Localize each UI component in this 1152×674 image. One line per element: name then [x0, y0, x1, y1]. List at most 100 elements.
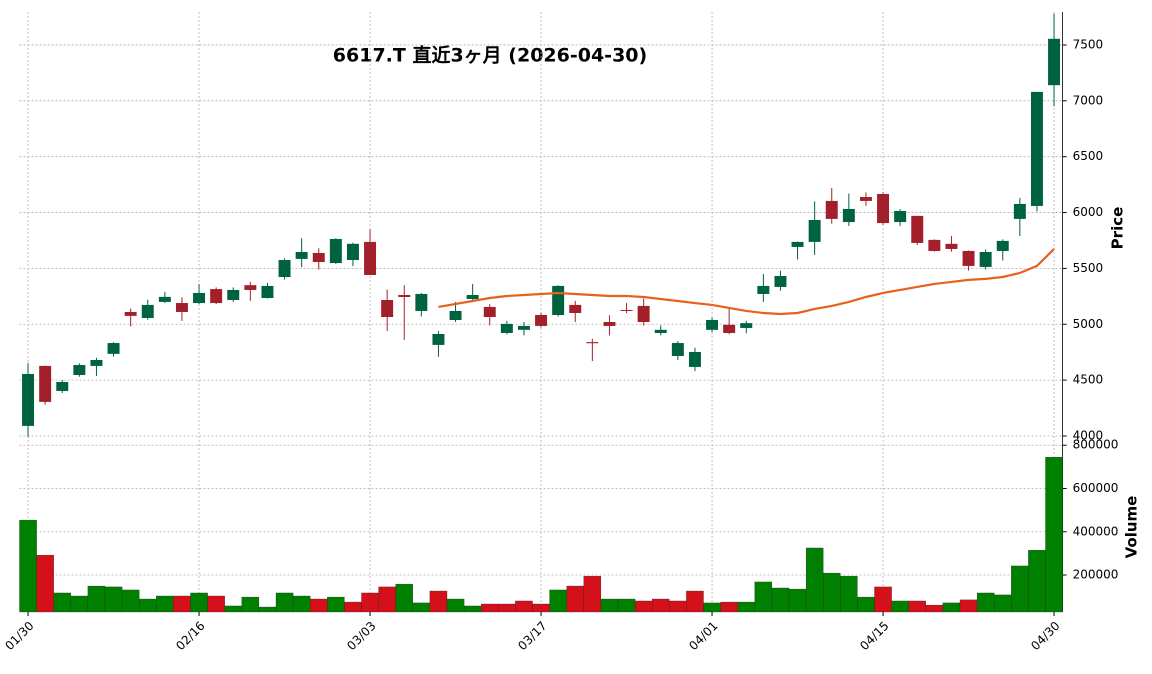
volume-bar: [771, 587, 790, 613]
volume-bar: [754, 581, 773, 613]
volume-bar: [207, 595, 225, 613]
volume-bar: [258, 606, 277, 613]
y-tick-label: 4000: [1073, 428, 1104, 442]
candle-body: [586, 342, 599, 344]
volume-bar: [908, 600, 926, 613]
candle-body: [757, 285, 770, 294]
candle-body: [740, 323, 753, 328]
volume-bar: [532, 603, 550, 613]
candle-body: [141, 304, 154, 319]
candle-body: [346, 243, 359, 261]
x-tick-label: 02/16: [173, 619, 207, 653]
candle-body: [979, 251, 992, 267]
candle-body: [22, 373, 35, 426]
candle-body: [877, 193, 890, 224]
candle-body: [278, 260, 291, 278]
candle-body: [329, 239, 342, 264]
volume-bar: [788, 588, 807, 613]
volume-bar: [327, 596, 345, 613]
candle-body: [723, 324, 736, 333]
candle-body: [432, 333, 445, 345]
candle-body: [825, 200, 838, 219]
candle-body: [928, 239, 941, 251]
candle-body: [158, 296, 171, 302]
y-tick-label: 4500: [1073, 373, 1104, 387]
candle-body: [90, 360, 103, 366]
volume-bar: [942, 602, 961, 613]
candle-body: [398, 294, 411, 297]
volume-bar: [139, 598, 157, 613]
candle-body: [535, 314, 548, 326]
candle-body: [364, 241, 377, 275]
y-tick-label: 5500: [1073, 261, 1104, 275]
volume-bar: [104, 586, 123, 613]
volume-bar: [446, 598, 465, 613]
volume-bar: [463, 605, 482, 613]
volume-bar: [481, 603, 499, 613]
candle-body: [261, 285, 274, 299]
volume-bar: [36, 554, 54, 613]
y-tick-label: 7000: [1073, 93, 1104, 107]
volume-bar: [840, 575, 858, 613]
candle-body: [124, 311, 137, 316]
volume-bar: [1028, 549, 1046, 613]
candle-body: [842, 208, 855, 223]
volume-bar: [959, 599, 978, 613]
volume-bar: [703, 602, 721, 613]
volume-bar: [737, 601, 755, 613]
volume-bar: [669, 600, 687, 613]
candle-body: [1048, 38, 1061, 86]
y-tick-label: 6500: [1073, 149, 1104, 163]
volume-bar: [395, 583, 413, 613]
candle-body: [654, 329, 667, 333]
volume-bar: [173, 595, 191, 613]
candle-body: [911, 215, 924, 243]
volume-bar: [87, 585, 106, 613]
volume-bar: [224, 605, 242, 613]
x-tick-label: 04/15: [857, 619, 891, 653]
candle-body: [774, 275, 787, 287]
y2-tick-label: 400000: [1073, 524, 1119, 538]
volume-bar: [19, 519, 37, 613]
x-tick-label: 03/17: [515, 619, 549, 653]
volume-bar: [1011, 565, 1029, 613]
volume-bar: [292, 595, 311, 613]
volume-bar: [583, 575, 602, 613]
volume-bar: [515, 600, 533, 613]
candle-body: [688, 351, 701, 367]
candle-body: [894, 210, 907, 223]
chart-title: 6617.T 直近3ヶ月 (2026-04-30): [333, 44, 647, 67]
volume-bar: [600, 598, 619, 613]
candle-body: [808, 220, 821, 242]
volume-bar: [891, 600, 909, 613]
candle-body: [552, 285, 565, 315]
candle-body: [517, 325, 530, 330]
candle-body: [466, 294, 479, 300]
volume-bar: [275, 592, 294, 613]
volume-bar: [412, 602, 431, 613]
y2-tick-label: 800000: [1073, 438, 1119, 452]
y-tick-label: 5000: [1073, 317, 1104, 331]
candle-body: [791, 241, 804, 247]
volume-bar: [994, 594, 1012, 613]
y2-tick-label: 200000: [1073, 568, 1119, 582]
volume-bar: [361, 592, 379, 613]
volume-bar: [498, 603, 516, 613]
volume-bar: [925, 604, 944, 613]
y-tick-label: 6000: [1073, 205, 1104, 219]
moving-average-line: [438, 248, 1055, 316]
candle-body: [107, 343, 120, 354]
x-tick-label: 04/30: [1028, 619, 1062, 653]
x-tick-label: 03/03: [344, 619, 378, 653]
volume-bar: [549, 589, 567, 613]
candle-body: [569, 304, 582, 313]
volume-bar: [121, 589, 140, 613]
candle-body: [620, 309, 633, 311]
candle-body: [39, 365, 52, 402]
volume-bar: [976, 592, 995, 613]
volume-bar: [686, 590, 704, 613]
candle-body: [483, 306, 496, 317]
volume-bar: [857, 596, 875, 613]
volume-bar: [652, 598, 670, 613]
